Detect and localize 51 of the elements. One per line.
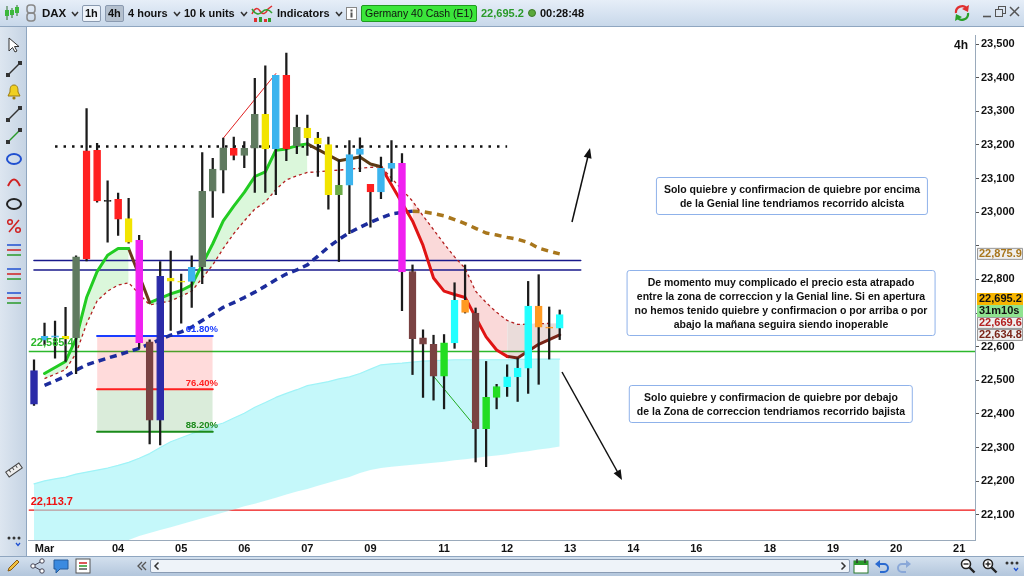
annotation: 4h xyxy=(954,37,969,54)
text: Germany 40 Cash (E1) xyxy=(361,5,477,22)
x-tick-label: 18 xyxy=(763,541,777,554)
y-tick-label: 22,800 xyxy=(981,272,1015,285)
text: Indicators xyxy=(277,6,330,21)
annotation: Solo quiebre y confirmacion de quiebre por encima de la Genial line tendriamos recorrido alcista xyxy=(655,177,929,215)
text: 22,669.6 xyxy=(979,316,1022,329)
chart-title: DAX xyxy=(42,6,67,21)
text: 4 hours xyxy=(128,6,168,21)
text: 4h xyxy=(105,5,124,22)
y-tick-label: 22,300 xyxy=(981,440,1015,453)
y-tick-label: 23,400 xyxy=(981,70,1015,83)
text: 10 k units xyxy=(184,6,235,21)
text: 31m10s xyxy=(979,304,1020,317)
x-tick-label: 09 xyxy=(364,541,377,554)
text: 1h xyxy=(82,5,101,22)
x-tick-label: 12 xyxy=(501,541,514,554)
y-tick-label: 23,000 xyxy=(981,205,1015,218)
y-tick-label: 22,200 xyxy=(981,474,1015,487)
x-tick-label: 04 xyxy=(111,541,126,554)
x-tick-label: Mar xyxy=(34,541,56,554)
ref-line-label: 22,113.7 xyxy=(30,494,73,507)
y-tick-label: 22,500 xyxy=(981,373,1015,386)
y-tick-label: 23,200 xyxy=(981,137,1015,150)
text: 22,695.2 xyxy=(481,7,524,19)
x-tick-label: 21 xyxy=(953,541,966,554)
line-series xyxy=(410,209,562,256)
annotation: De momento muy complicado el precio esta atrapado entre la zona de correccion y la Genial line. Si en apertura no hemos tenido quiebre y confirmacion o por arriba o por abajo la mañana seguira siendo inoperable xyxy=(626,270,936,336)
x-tick-label: 06 xyxy=(238,541,251,554)
y-tick-label: 22,400 xyxy=(981,406,1015,419)
x-tick-label: 20 xyxy=(890,541,903,554)
y-tick-label: 23,300 xyxy=(981,104,1015,117)
text: 22,875.9 xyxy=(979,247,1022,260)
y-tick-label: 23,100 xyxy=(981,171,1015,184)
text: 00:28:48 xyxy=(540,6,585,21)
text: 22,634.8 xyxy=(979,328,1022,341)
x-tick-label: 11 xyxy=(438,541,450,554)
x-tick-label: 13 xyxy=(564,541,577,554)
x-tick-label: 16 xyxy=(690,541,703,554)
y-tick-label: 22,100 xyxy=(981,507,1015,520)
text: 22,695.2 xyxy=(979,292,1022,305)
x-tick-label: 14 xyxy=(627,541,641,554)
annotation: Solo quiebre y confirmacion de quiebre por debajo de la Zona de correccion tendriamos recorrido bajista xyxy=(628,385,914,423)
y-tick-label: 22,600 xyxy=(981,339,1015,352)
annotation: 88.20% xyxy=(185,419,219,431)
y-tick-label: 23,500 xyxy=(981,37,1015,50)
annotation: 61.80% xyxy=(185,323,219,335)
x-tick-label: 07 xyxy=(301,541,314,554)
annotation: 76.40% xyxy=(185,376,219,388)
x-tick-label: 05 xyxy=(175,541,188,554)
x-tick-label: 19 xyxy=(826,541,840,554)
